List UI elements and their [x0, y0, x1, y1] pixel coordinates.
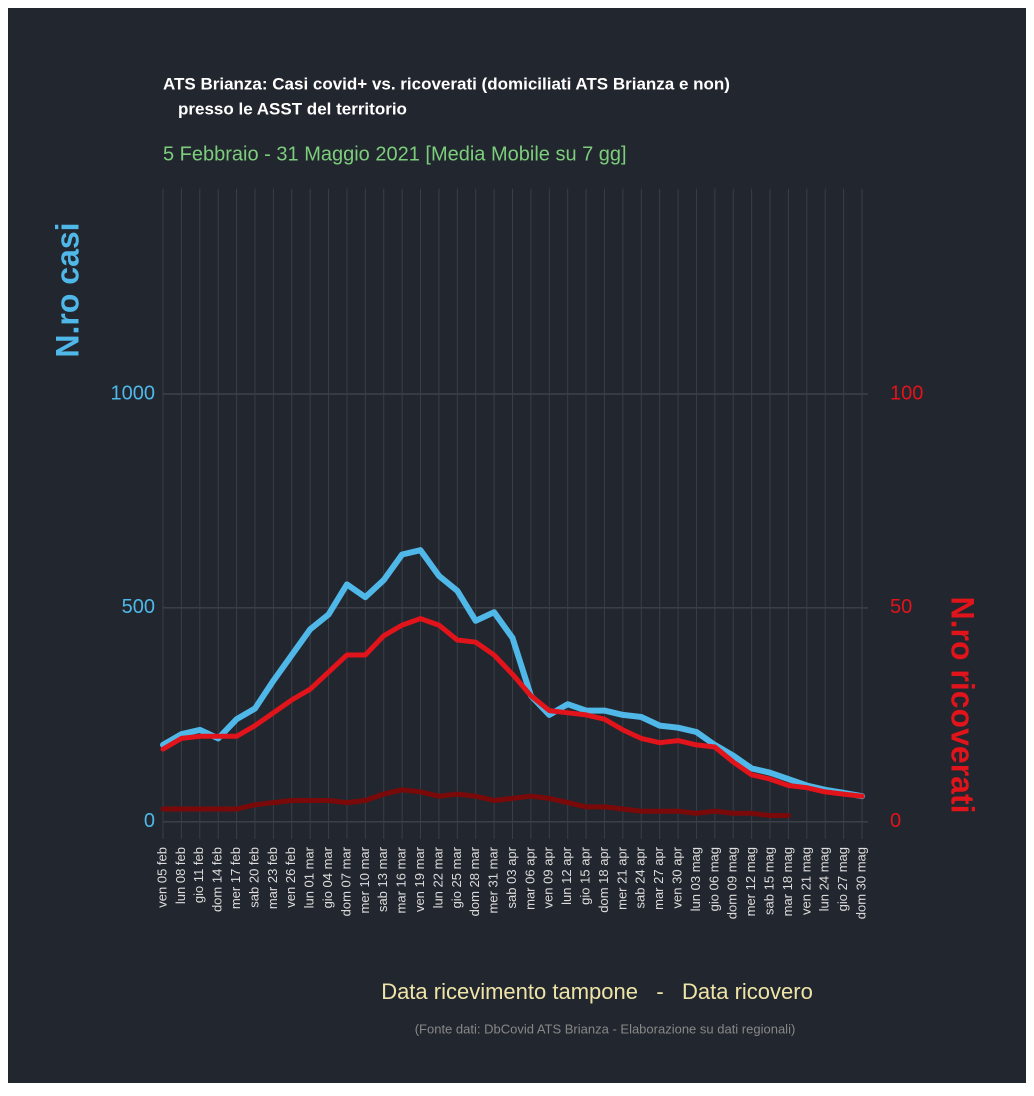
x-tick-label: lun 24 mag [817, 847, 832, 911]
x-tick-label: sab 24 apr [633, 846, 648, 908]
y2-axis-label: N.ro ricoverati [945, 597, 981, 814]
x-tick-label: ven 05 feb [154, 847, 169, 908]
x-tick-label: gio 15 apr [578, 846, 593, 904]
x-tick-label: gio 06 mag [706, 847, 721, 911]
x-tick-label: mar 16 mar [394, 846, 409, 913]
series-line [160, 787, 791, 818]
x-tick-label: dom 07 mar [338, 846, 353, 916]
chart-subtitle: 5 Febbraio - 31 Maggio 2021 [Media Mobil… [163, 143, 627, 165]
y2-tick-label: 50 [890, 596, 912, 618]
y-axis-label: N.ro casi [49, 222, 85, 357]
background [8, 8, 1026, 1083]
y-tick-label: 1000 [111, 382, 156, 404]
x-tick-label: gio 27 mag [835, 847, 850, 911]
x-tick-label: mar 06 apr [522, 846, 537, 910]
x-tick-label: lun 12 apr [559, 846, 574, 904]
x-tick-label: mer 12 mag [743, 847, 758, 916]
x-tick-label: mer 31 mar [486, 846, 501, 913]
y-tick-label: 500 [122, 596, 155, 618]
x-axis-label: Data ricevimento tampone - Data ricovero [381, 979, 813, 1004]
x-tick-label: mar 27 apr [651, 846, 666, 910]
x-tick-label: mer 10 mar [357, 846, 372, 913]
x-tick-label: gio 25 mar [449, 846, 464, 908]
x-tick-label: gio 04 mar [320, 846, 335, 908]
y2-tick-label: 100 [890, 382, 923, 404]
x-tick-label: sab 03 apr [504, 846, 519, 908]
chart-title: presso le ASST del territorio [178, 99, 407, 118]
x-tick-label: ven 21 mag [798, 847, 813, 915]
y2-tick-label: 0 [890, 810, 901, 832]
x-tick-label: dom 30 mag [853, 847, 868, 919]
x-tick-label: ven 19 mar [412, 846, 427, 912]
chart-title: ATS Brianza: Casi covid+ vs. ricoverati … [163, 74, 730, 93]
x-tick-label: lun 03 mag [688, 847, 703, 911]
x-tick-label: mar 18 mag [780, 847, 795, 916]
x-tick-label: mer 21 apr [614, 846, 629, 910]
x-tick-label: ven 26 feb [283, 847, 298, 908]
x-tick-label: dom 28 mar [467, 846, 482, 916]
series-line [160, 547, 865, 800]
x-tick-label: ven 09 apr [541, 846, 556, 908]
x-tick-label: dom 18 apr [596, 846, 611, 912]
source-note: (Fonte dati: DbCovid ATS Brianza - Elabo… [415, 1021, 796, 1036]
x-tick-label: lun 22 mar [430, 846, 445, 908]
x-tick-label: ven 30 apr [669, 846, 684, 908]
x-tick-label: sab 20 feb [246, 847, 261, 908]
x-tick-label: mar 23 feb [265, 847, 280, 909]
x-tick-label: lun 01 mar [302, 846, 317, 908]
x-tick-label: dom 09 mag [725, 847, 740, 919]
x-tick-label: sab 13 mar [375, 846, 390, 912]
x-tick-label: mer 17 feb [228, 847, 243, 909]
x-tick-label: gio 11 feb [191, 847, 206, 903]
x-tick-label: dom 14 feb [210, 847, 225, 912]
x-tick-label: lun 08 feb [173, 847, 188, 904]
y-tick-label: 0 [144, 810, 155, 832]
series-line [160, 616, 865, 799]
x-tick-label: sab 15 mag [761, 847, 776, 915]
